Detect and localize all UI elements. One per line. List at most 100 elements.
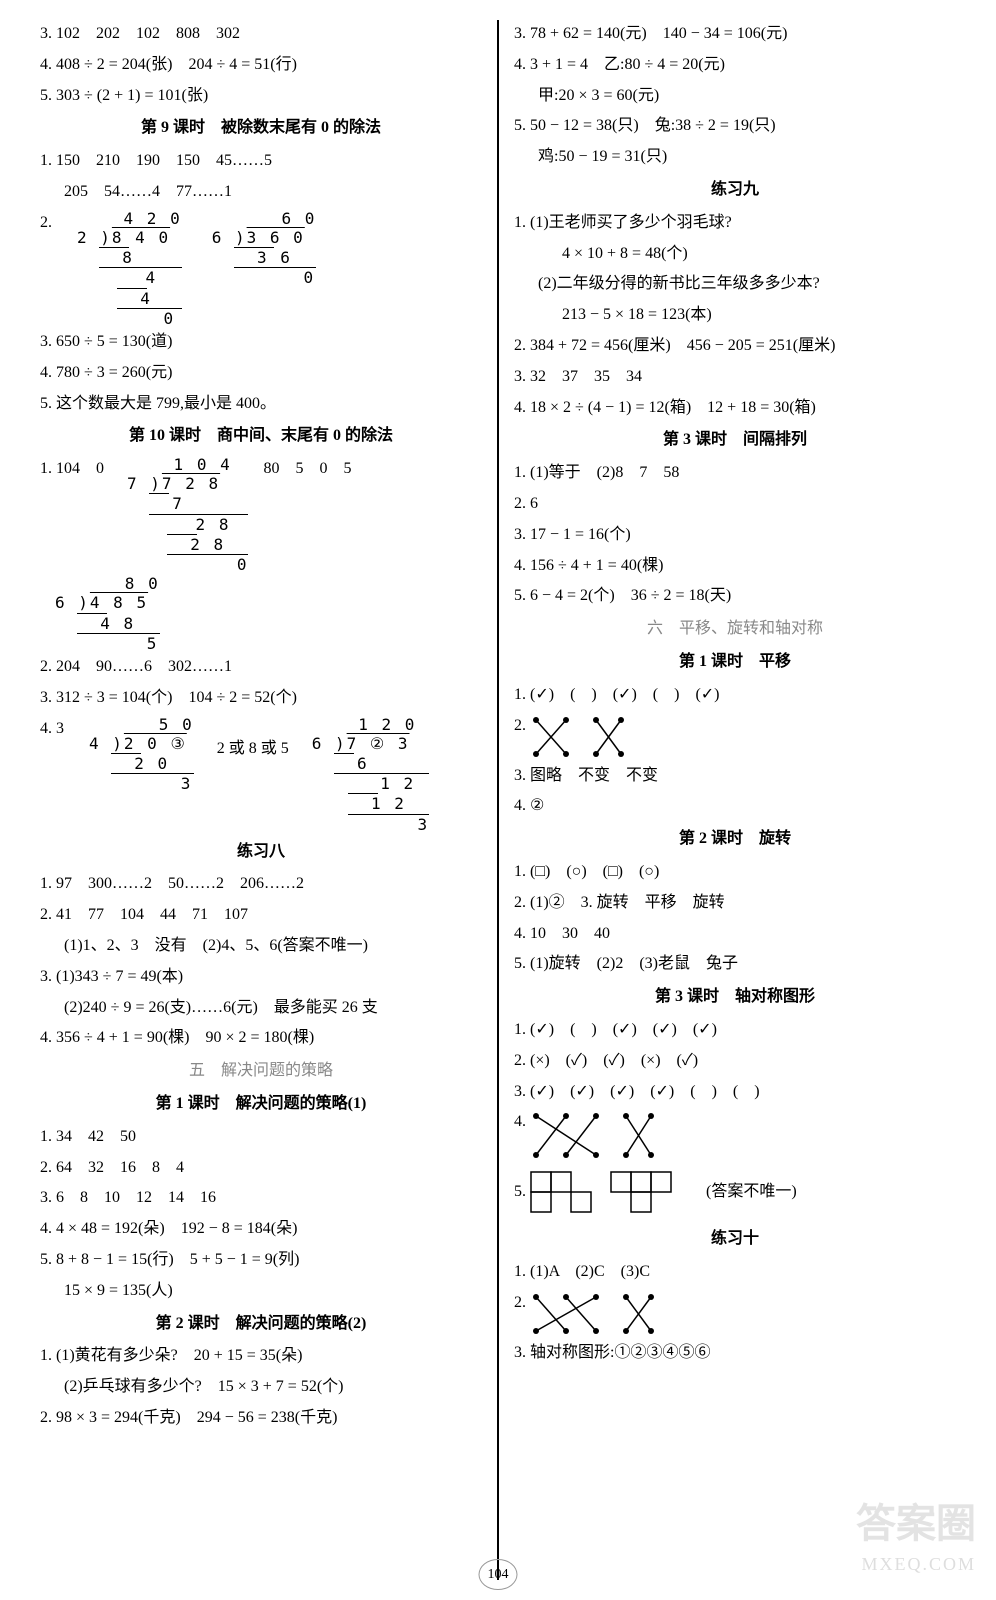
item-number: 5. [514, 1178, 526, 1207]
long-division-row: 2. 4 2 0 2 )8 4 0 8 4 4 0 6 0 6 )3 6 0 3… [40, 209, 482, 328]
text-line: 1. (□) (○) (□) (○) [514, 858, 956, 887]
section-heading: 第 3 课时 间隔排列 [514, 426, 956, 455]
long-division: 6 0 6 )3 6 0 3 6 0 [212, 209, 317, 288]
text-line: 3. 图略 不变 不变 [514, 762, 956, 791]
matching-diagram-row: 2. [514, 712, 956, 762]
text-line: 3. (✓) (✓) (✓) (✓) ( ) ( ) [514, 1078, 956, 1107]
text-line: 5. 50 − 12 = 38(只) 兔:38 ÷ 2 = 19(只) [514, 112, 956, 141]
text-line: 2. (×) (✓) (✓) (×) (✓) [514, 1047, 956, 1076]
text-line: 3. 102 202 102 808 302 [40, 20, 482, 49]
page-number: 104 [479, 1559, 518, 1590]
text-line: 80 5 0 5 [263, 455, 351, 484]
section-heading: 第 9 课时 被除数末尾有 0 的除法 [40, 114, 482, 143]
text-line: (2)乒乓球有多少个? 15 × 3 + 7 = 52(个) [40, 1373, 482, 1402]
item-number: 4. [514, 1108, 526, 1137]
long-division: 8 0 6 )4 8 5 4 8 5 [55, 574, 160, 653]
watermark-url: MXEQ.COM [861, 1548, 976, 1580]
item-number: 4. 3 [40, 715, 64, 744]
text-line: 5. (1)旋转 (2)2 (3)老鼠 兔子 [514, 950, 956, 979]
section-heading: 第 2 课时 旋转 [514, 825, 956, 854]
long-division: 5 0 4 )2 0 ③ 2 0 3 [89, 715, 194, 794]
text-line: 205 54……4 77……1 [40, 178, 482, 207]
section-heading: 第 1 课时 平移 [514, 648, 956, 677]
text-line: 2. 384 + 72 = 456(厘米) 456 − 205 = 251(厘米… [514, 332, 956, 361]
text-line: 3. 312 ÷ 3 = 104(个) 104 ÷ 2 = 52(个) [40, 684, 482, 713]
text-line: (1)1、2、3 没有 (2)4、5、6(答案不唯一) [40, 932, 482, 961]
matching-diagram-row: 2. [514, 1289, 956, 1339]
chapter-heading: 五 解决问题的策略 [40, 1057, 482, 1086]
text-line: 4. 356 ÷ 4 + 1 = 90(棵) 90 × 2 = 180(棵) [40, 1024, 482, 1053]
matching-diagram-row: 4. [514, 1108, 956, 1163]
text-line: 3. 17 − 1 = 16(个) [514, 521, 956, 550]
text-line: 2. 98 × 3 = 294(千克) 294 − 56 = 238(千克) [40, 1404, 482, 1433]
long-division-row: 1. 104 0 1 0 4 7 )7 2 8 7 2 8 2 8 0 80 5… [40, 455, 482, 653]
section-heading: 练习八 [40, 838, 482, 867]
matching-diagram [526, 1289, 656, 1339]
text-line: 鸡:50 − 19 = 31(只) [514, 143, 956, 172]
section-heading: 第 2 课时 解决问题的策略(2) [40, 1310, 482, 1339]
text-line: 4. 4 × 48 = 192(朵) 192 − 8 = 184(朵) [40, 1215, 482, 1244]
text-line: 4. 3 + 1 = 4 乙:80 ÷ 4 = 20(元) [514, 51, 956, 80]
text-line: 1. (1)黄花有多少朵? 20 + 15 = 35(朵) [40, 1342, 482, 1371]
matching-diagram [526, 1108, 656, 1163]
text-line: 4. 18 × 2 ÷ (4 − 1) = 12(箱) 12 + 18 = 30… [514, 394, 956, 423]
text-line: 5. 这个数最大是 799,最小是 400。 [40, 390, 482, 419]
text-line: 1. (1)等于 (2)8 7 58 [514, 459, 956, 488]
text-line: 2. 41 77 104 44 71 107 [40, 901, 482, 930]
item-number: 2. [514, 1289, 526, 1318]
text-line: 4. ② [514, 792, 956, 821]
text-line: (2)二年级分得的新书比三年级多多少本? [514, 270, 956, 299]
text-line: 1. (1)A (2)C (3)C [514, 1258, 956, 1287]
text-line: 1. 150 210 190 150 45……5 [40, 147, 482, 176]
text-line: 2 或 8 或 5 [217, 735, 289, 764]
text-line: 5. 8 + 8 − 1 = 15(行) 5 + 5 − 1 = 9(列) [40, 1246, 482, 1275]
text-line: 1. 97 300……2 50……2 206……2 [40, 870, 482, 899]
text-line: 1. (✓) ( ) (✓) (✓) (✓) [514, 1016, 956, 1045]
text-line: 2. 6 [514, 490, 956, 519]
section-heading: 练习九 [514, 176, 956, 205]
section-heading: 第 1 课时 解决问题的策略(1) [40, 1090, 482, 1119]
text-line: 2. 64 32 16 8 4 [40, 1154, 482, 1183]
shape-diagram [526, 1167, 606, 1217]
column-divider [497, 20, 499, 1580]
text-line: 1. 34 42 50 [40, 1123, 482, 1152]
item-number: 2. [514, 712, 526, 741]
shape-diagram [606, 1167, 696, 1217]
matching-diagram [526, 712, 626, 762]
text-line: 甲:20 × 3 = 60(元) [514, 82, 956, 111]
long-division: 1 0 4 7 )7 2 8 7 2 8 2 8 0 [127, 455, 248, 574]
section-heading: 第 10 课时 商中间、末尾有 0 的除法 [40, 422, 482, 451]
text-line: 4. 408 ÷ 2 = 204(张) 204 ÷ 4 = 51(行) [40, 51, 482, 80]
text-line: (2)240 ÷ 9 = 26(支)……6(元) 最多能买 26 支 [40, 994, 482, 1023]
text-line: 4 × 10 + 8 = 48(个) [514, 240, 956, 269]
chapter-heading: 六 平移、旋转和轴对称 [514, 615, 956, 644]
text-line: 1. 104 0 [40, 455, 104, 484]
text-line: 3. 6 8 10 12 14 16 [40, 1184, 482, 1213]
item-number: 2. [40, 209, 52, 238]
text-line: 5. 6 − 4 = 2(个) 36 ÷ 2 = 18(天) [514, 582, 956, 611]
text-line: 2. 204 90……6 302……1 [40, 653, 482, 682]
text-line: 1. (1)王老师买了多少个羽毛球? [514, 209, 956, 238]
text-line: 3. 轴对称图形:①②③④⑤⑥ [514, 1339, 956, 1368]
text-line: 3. (1)343 ÷ 7 = 49(本) [40, 963, 482, 992]
text-line: 213 − 5 × 18 = 123(本) [514, 301, 956, 330]
text-line: 1. (✓) ( ) (✓) ( ) (✓) [514, 681, 956, 710]
text-line: 4. 10 30 40 [514, 920, 956, 949]
left-column: 3. 102 202 102 808 302 4. 408 ÷ 2 = 204(… [30, 20, 492, 1580]
text-line: 15 × 9 = 135(人) [40, 1277, 482, 1306]
section-heading: 练习十 [514, 1225, 956, 1254]
text-line: 5. 303 ÷ (2 + 1) = 101(张) [40, 82, 482, 111]
long-division: 4 2 0 2 )8 4 0 8 4 4 0 [77, 209, 182, 328]
text-line: (答案不唯一) [706, 1178, 797, 1207]
text-line: 2. (1)② 3. 旋转 平移 旋转 [514, 889, 956, 918]
text-line: 3. 650 ÷ 5 = 130(道) [40, 328, 482, 357]
long-division-row: 4. 3 5 0 4 )2 0 ③ 2 0 3 2 或 8 或 5 1 2 0 … [40, 715, 482, 834]
right-column: 3. 78 + 62 = 140(元) 140 − 34 = 106(元) 4.… [504, 20, 966, 1580]
text-line: 4. 780 ÷ 3 = 260(元) [40, 359, 482, 388]
shapes-row: 5. (答案不唯一) [514, 1163, 956, 1221]
text-line: 3. 32 37 35 34 [514, 363, 956, 392]
long-division: 1 2 0 6 )7 ② 3 6 1 2 1 2 3 [312, 715, 429, 834]
text-line: 4. 156 ÷ 4 + 1 = 40(棵) [514, 552, 956, 581]
section-heading: 第 3 课时 轴对称图形 [514, 983, 956, 1012]
text-line: 3. 78 + 62 = 140(元) 140 − 34 = 106(元) [514, 20, 956, 49]
